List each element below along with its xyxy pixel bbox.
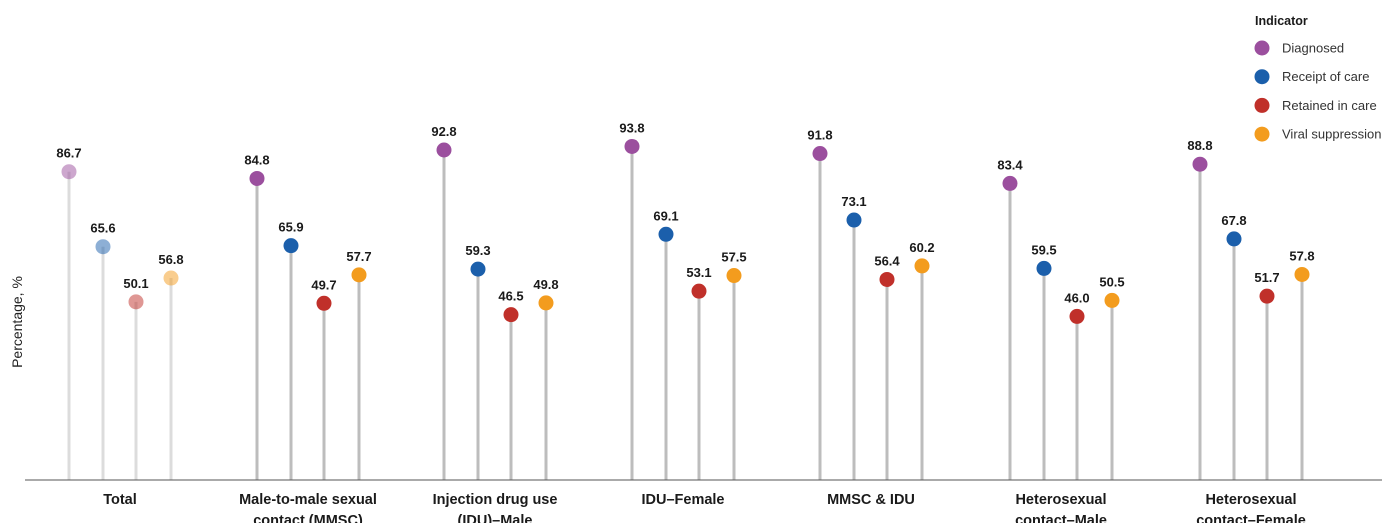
legend-swatch <box>1254 40 1270 56</box>
dot-viral-suppression <box>163 270 179 286</box>
value-label: 65.9 <box>278 220 303 235</box>
value-labels-layer: 86.7 65.6 50.1 56.8 84.8 65.9 49.7 57.7 92.8 59.3… <box>56 120 1314 305</box>
dot-receipt-of-care <box>658 226 674 242</box>
dot-diagnosed <box>812 146 828 162</box>
dot-retained-in-care <box>1259 288 1275 304</box>
dot-diagnosed <box>436 142 452 158</box>
category-label: (IDU)–Male <box>458 513 533 523</box>
value-label: 51.7 <box>1254 270 1279 285</box>
value-label: 49.8 <box>533 277 558 292</box>
value-label: 84.8 <box>244 152 269 167</box>
value-label: 46.0 <box>1064 290 1089 305</box>
dot-diagnosed <box>624 138 640 154</box>
value-label: 73.1 <box>841 194 866 209</box>
dot-retained-in-care <box>316 295 332 311</box>
legend-swatch <box>1254 126 1270 142</box>
dot-diagnosed <box>1002 175 1018 191</box>
category-label: Injection drug use <box>433 492 558 508</box>
value-label: 69.1 <box>653 208 678 223</box>
dot-receipt-of-care <box>95 239 111 255</box>
legend-title: Indicator <box>1255 14 1308 28</box>
value-label: 88.8 <box>1187 138 1212 153</box>
dot-viral-suppression <box>351 267 367 283</box>
dot-receipt-of-care <box>846 212 862 228</box>
category-label: contact–Male <box>1015 513 1107 523</box>
dot-retained-in-care <box>691 283 707 299</box>
value-label: 83.4 <box>997 157 1023 172</box>
category-labels-layer: Total Male-to-male sexual contact (MMSC) In… <box>103 492 1306 523</box>
dot-diagnosed <box>1192 156 1208 172</box>
category-label: MMSC & IDU <box>827 492 915 508</box>
value-label: 92.8 <box>431 124 456 139</box>
dot-viral-suppression <box>1104 292 1120 308</box>
dot-retained-in-care <box>1069 308 1085 324</box>
dot-retained-in-care <box>503 307 519 323</box>
value-label: 49.7 <box>311 277 336 292</box>
legend-entry: Receipt of care <box>1282 69 1369 84</box>
value-label: 56.8 <box>158 252 183 267</box>
dot-retained-in-care <box>128 294 144 310</box>
value-label: 91.8 <box>807 128 832 143</box>
stems-layer <box>67 146 1304 480</box>
legend-swatch <box>1254 69 1270 85</box>
category-label: IDU–Female <box>641 492 724 508</box>
value-label: 59.3 <box>465 243 490 258</box>
category-label: Total <box>103 492 137 508</box>
dot-receipt-of-care <box>283 238 299 254</box>
dots-layer <box>61 138 1310 324</box>
dot-diagnosed <box>249 170 265 186</box>
dot-diagnosed <box>61 164 77 180</box>
category-label: contact (MMSC) <box>253 513 363 523</box>
category-label: Heterosexual <box>1015 492 1106 508</box>
value-label: 57.7 <box>346 249 371 264</box>
value-label: 50.5 <box>1099 274 1124 289</box>
value-label: 46.5 <box>498 289 523 304</box>
category-label: Heterosexual <box>1205 492 1296 508</box>
dot-receipt-of-care <box>1036 260 1052 276</box>
value-label: 67.8 <box>1221 213 1246 228</box>
legend-swatch <box>1254 97 1270 113</box>
legend-entry: Viral suppression <box>1282 127 1381 142</box>
category-label: Male-to-male sexual <box>239 492 377 508</box>
legend-entry: Retained in care <box>1282 98 1377 113</box>
dot-retained-in-care <box>879 271 895 287</box>
dot-viral-suppression <box>1294 266 1310 282</box>
y-axis-label: Percentage, % <box>9 276 25 368</box>
value-label: 93.8 <box>619 120 644 135</box>
value-label: 59.5 <box>1031 242 1056 257</box>
legend-entry: Diagnosed <box>1282 41 1344 56</box>
value-label: 86.7 <box>56 146 81 161</box>
category-label: contact–Female <box>1196 513 1306 523</box>
value-label: 57.5 <box>721 250 746 265</box>
dot-receipt-of-care <box>1226 231 1242 247</box>
legend: Indicator Diagnosed Receipt of care Retain… <box>1254 14 1381 142</box>
value-label: 57.8 <box>1289 248 1314 263</box>
dot-receipt-of-care <box>470 261 486 277</box>
value-label: 60.2 <box>909 240 934 255</box>
value-label: 65.6 <box>90 221 115 236</box>
dot-viral-suppression <box>914 258 930 274</box>
value-label: 53.1 <box>686 265 711 280</box>
dot-viral-suppression <box>538 295 554 311</box>
dot-viral-suppression <box>726 268 742 284</box>
value-label: 56.4 <box>874 253 900 268</box>
value-label: 50.1 <box>123 276 148 291</box>
